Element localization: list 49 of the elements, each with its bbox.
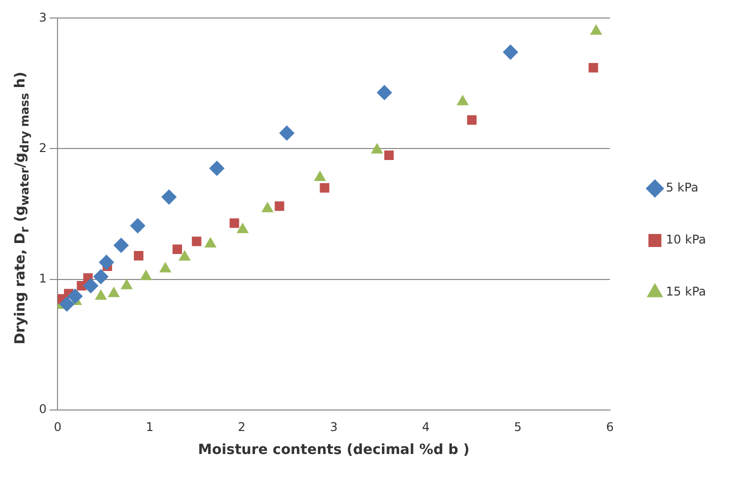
- point: [590, 24, 602, 35]
- point: [467, 115, 477, 125]
- x-tick-label: 1: [146, 420, 154, 434]
- point: [160, 262, 172, 272]
- point: [376, 85, 392, 100]
- point: [503, 44, 518, 60]
- x-tick-label: 5: [514, 420, 522, 434]
- point: [140, 270, 152, 280]
- legend-label: 10 kPa: [666, 232, 706, 247]
- y-tick-label: 0: [38, 402, 47, 416]
- point: [59, 296, 74, 312]
- point: [68, 288, 83, 304]
- point: [134, 251, 144, 261]
- point: [108, 287, 120, 298]
- point: [98, 254, 114, 270]
- y-tick-label: 3: [38, 10, 47, 24]
- point: [262, 202, 274, 212]
- point: [236, 223, 248, 234]
- y-tick-label: 1: [38, 271, 47, 286]
- x-tick-label: 6: [606, 420, 614, 434]
- point: [230, 218, 240, 228]
- point: [172, 244, 182, 254]
- point: [314, 170, 326, 181]
- point: [320, 183, 330, 193]
- point: [178, 250, 190, 261]
- x-tick-label: 3: [330, 420, 338, 434]
- point: [274, 201, 284, 211]
- point: [114, 238, 129, 253]
- point: [209, 160, 224, 176]
- x-tick-label: 2: [238, 420, 246, 434]
- x-tick-label: 4: [422, 420, 430, 434]
- x-tick-label: 0: [54, 420, 62, 434]
- point: [456, 95, 468, 106]
- point: [279, 126, 294, 141]
- y-tick-label: 2: [38, 140, 47, 155]
- point: [371, 144, 383, 154]
- x-axis-title: Moisture contents (decimal %d b ): [198, 442, 470, 458]
- point: [384, 150, 394, 160]
- point: [204, 238, 216, 248]
- point: [93, 269, 108, 284]
- point: [95, 290, 107, 300]
- point: [130, 218, 146, 234]
- point: [192, 236, 202, 246]
- point: [588, 63, 598, 73]
- point: [83, 278, 98, 294]
- legend-label: 15 kPa: [666, 284, 706, 299]
- legend-label: 5 kPa: [666, 180, 698, 195]
- point: [120, 279, 132, 290]
- point: [162, 190, 177, 205]
